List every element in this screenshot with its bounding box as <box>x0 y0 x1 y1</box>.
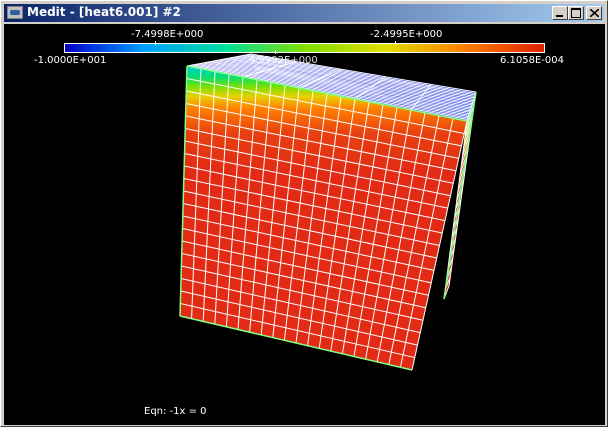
mesh-grid-line <box>202 62 470 115</box>
colorbar-min-label: -1.0000E+001 <box>34 55 107 66</box>
mesh-grid-line <box>244 54 476 96</box>
mesh-grid-line <box>212 60 471 110</box>
mesh-grid-line <box>186 90 462 147</box>
mesh-grid-line <box>186 53 252 67</box>
mesh-grid-line <box>206 61 470 113</box>
mesh-grid-line <box>241 55 475 97</box>
mesh-grid-line <box>225 58 473 105</box>
colorbar-tick-label-1: -7.4998E+000 <box>131 29 204 40</box>
colorbar-max-label: 6.1058E-004 <box>500 55 565 66</box>
mesh-grid-line <box>180 290 418 346</box>
mesh-grid-line <box>182 215 435 271</box>
mesh-grid-line <box>231 57 474 102</box>
mesh-grid-line <box>183 190 440 246</box>
mesh-grid-line <box>185 103 459 159</box>
close-button[interactable] <box>586 6 602 20</box>
mesh-grid-line <box>193 64 468 119</box>
mesh-grid-line <box>298 68 342 89</box>
mesh-grid-line <box>184 153 448 209</box>
mesh-grid-line <box>181 265 424 321</box>
colorbar-tick <box>275 50 276 54</box>
mesh-edges <box>179 65 477 371</box>
mesh-grid-line <box>247 54 476 94</box>
colorbar-tick <box>155 41 156 45</box>
maximize-button[interactable] <box>568 6 584 20</box>
mesh-grid-line <box>181 253 426 309</box>
render-viewport[interactable]: -7.4998E+000 -2.4995E+000 -1.0000E+001 6… <box>4 24 605 425</box>
mesh-grid-line <box>222 58 473 106</box>
mesh-grid-line <box>190 64 468 121</box>
mesh-grid-line <box>238 55 475 99</box>
medit-app-icon[interactable] <box>7 6 23 19</box>
colorbar <box>64 41 545 54</box>
mesh-grid-line <box>242 61 297 78</box>
mesh-grid-line <box>218 59 472 107</box>
window-title: Medit - [heat6.001] #2 <box>27 5 181 19</box>
mesh-grid-line <box>182 228 432 284</box>
mesh-grid-line <box>180 278 421 334</box>
mesh-grid-line <box>410 84 432 111</box>
mesh-grid-line <box>354 76 387 100</box>
mesh-grid-line <box>215 60 472 109</box>
mesh-grid-line <box>228 57 473 103</box>
minimize-button[interactable] <box>552 6 568 20</box>
mesh-grid-line <box>185 128 454 184</box>
colorbar-mid-label: 4.9992E+000 <box>249 55 318 66</box>
mesh-grid-line <box>183 203 437 259</box>
mesh-grid-line <box>196 63 469 118</box>
mesh-grid-line <box>185 115 457 172</box>
mesh-grid-line <box>180 303 415 359</box>
mesh-grid-line <box>186 78 465 134</box>
mesh-grid-line <box>209 61 471 112</box>
mesh-grid-line <box>184 140 451 197</box>
colorbar-tick-label-2: -2.4995E+000 <box>370 29 443 40</box>
mesh-grid-line <box>250 53 477 93</box>
mesh-grid-line <box>183 178 443 234</box>
colorbar-tick <box>395 41 396 45</box>
mesh-grid <box>179 53 477 371</box>
mesh-grid-line <box>184 165 446 222</box>
mesh-grid-line <box>181 240 429 296</box>
mesh-grid-line <box>234 56 474 100</box>
equation-readout: Eqn: -1x = 0 <box>144 406 207 417</box>
mesh-grid-line <box>199 63 469 116</box>
close-icon <box>590 9 599 17</box>
title-bar[interactable]: Medit - [heat6.001] #2 <box>4 4 604 22</box>
mesh-view <box>179 53 477 371</box>
